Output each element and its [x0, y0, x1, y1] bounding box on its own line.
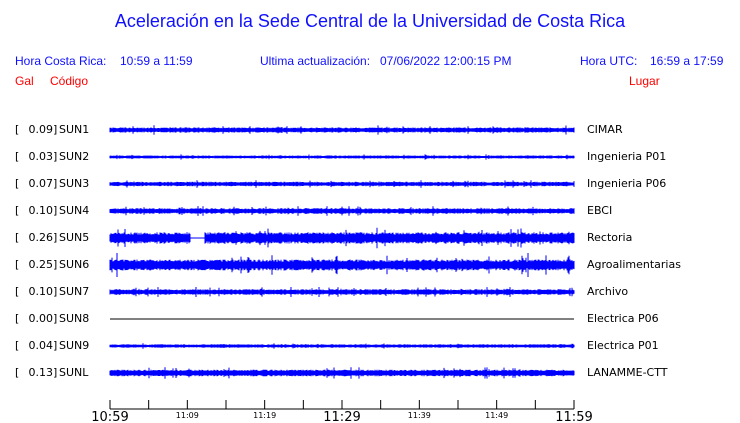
- station-place: Electrica P01: [587, 339, 659, 352]
- gal-value: 0.10: [28, 285, 54, 298]
- station-place: Agroalimentarias: [587, 258, 681, 271]
- station-place: Ingenieria P06: [587, 177, 667, 190]
- trace-sun2: [109, 154, 575, 160]
- gal-value: 0.10: [28, 204, 54, 217]
- station-code: SUN2: [59, 150, 90, 163]
- station-place: Archivo: [587, 285, 629, 298]
- trace-sun5: [109, 227, 575, 249]
- bracket-close: ]: [53, 231, 58, 244]
- code-column-label: Código: [50, 74, 89, 88]
- bracket-open: [: [15, 312, 20, 325]
- trace-sun6: [109, 253, 575, 277]
- bracket-open: [: [15, 285, 20, 298]
- update-value: 07/06/2022 12:00:15 PM: [380, 54, 512, 68]
- chart-title: Aceleración en la Sede Central de la Uni…: [114, 11, 626, 31]
- trace-sunl: [109, 367, 575, 379]
- station-code: SUN4: [59, 204, 90, 217]
- bracket-open: [: [15, 231, 20, 244]
- bracket-close: ]: [53, 366, 58, 379]
- gal-value: 0.13: [28, 366, 54, 379]
- station-code: SUN7: [59, 285, 90, 298]
- bracket-open: [: [15, 123, 20, 136]
- bracket-open: [: [15, 366, 20, 379]
- station-code: SUN8: [59, 312, 90, 325]
- x-tick-label: 11:59: [555, 410, 592, 423]
- station-code: SUN6: [59, 258, 90, 271]
- x-tick-label: 10:59: [91, 410, 128, 423]
- station-code: SUNL: [59, 366, 89, 379]
- local-time-range: 10:59 a 11:59: [120, 54, 193, 68]
- gal-value: 0.00: [28, 312, 54, 325]
- station-place: Electrica P06: [587, 312, 659, 325]
- station-code: SUN3: [59, 177, 90, 190]
- station-place: CIMAR: [587, 123, 623, 136]
- local-time-label: Hora Costa Rica:: [15, 54, 107, 68]
- gal-value: 0.04: [28, 339, 54, 352]
- bracket-open: [: [15, 204, 20, 217]
- trace-sun7: [109, 287, 575, 297]
- station-place: Ingenieria P01: [587, 150, 667, 163]
- x-tick-label: 11:39: [408, 411, 431, 420]
- bracket-close: ]: [53, 150, 58, 163]
- station-code: SUN9: [59, 339, 90, 352]
- bracket-close: ]: [53, 204, 58, 217]
- x-tick-label: 11:19: [253, 411, 276, 420]
- bracket-open: [: [15, 339, 20, 352]
- update-label: Ultima actualización:: [260, 54, 371, 68]
- station-place: EBCI: [587, 204, 613, 217]
- bracket-close: ]: [53, 258, 58, 271]
- trace-sun4: [109, 206, 575, 216]
- gal-value: 0.07: [28, 177, 54, 190]
- gal-column-label: Gal: [15, 74, 34, 88]
- gal-value: 0.25: [28, 258, 54, 271]
- bracket-open: [: [15, 258, 20, 271]
- place-column-label: Lugar: [629, 74, 660, 88]
- trace-sun9: [109, 343, 575, 349]
- bracket-close: ]: [53, 285, 58, 298]
- bracket-open: [: [15, 150, 20, 163]
- station-code: SUN5: [59, 231, 90, 244]
- utc-time-range: 16:59 a 17:59: [650, 54, 724, 68]
- station-code: SUN1: [59, 123, 90, 136]
- gal-value: 0.09: [28, 123, 54, 136]
- trace-sun1: [109, 125, 575, 135]
- x-tick-label: 11:29: [323, 410, 360, 423]
- x-tick-label: 11:09: [176, 411, 199, 420]
- bracket-close: ]: [53, 123, 58, 136]
- bracket-close: ]: [53, 312, 58, 325]
- utc-time-label: Hora UTC:: [580, 54, 638, 68]
- station-place: Rectoria: [587, 231, 633, 244]
- bracket-open: [: [15, 177, 20, 190]
- trace-sun3: [109, 180, 575, 188]
- x-tick-label: 11:49: [485, 411, 508, 420]
- gal-value: 0.26: [28, 231, 54, 244]
- bracket-close: ]: [53, 339, 58, 352]
- station-place: LANAMME-CTT: [587, 366, 668, 379]
- bracket-close: ]: [53, 177, 58, 190]
- gal-value: 0.03: [28, 150, 54, 163]
